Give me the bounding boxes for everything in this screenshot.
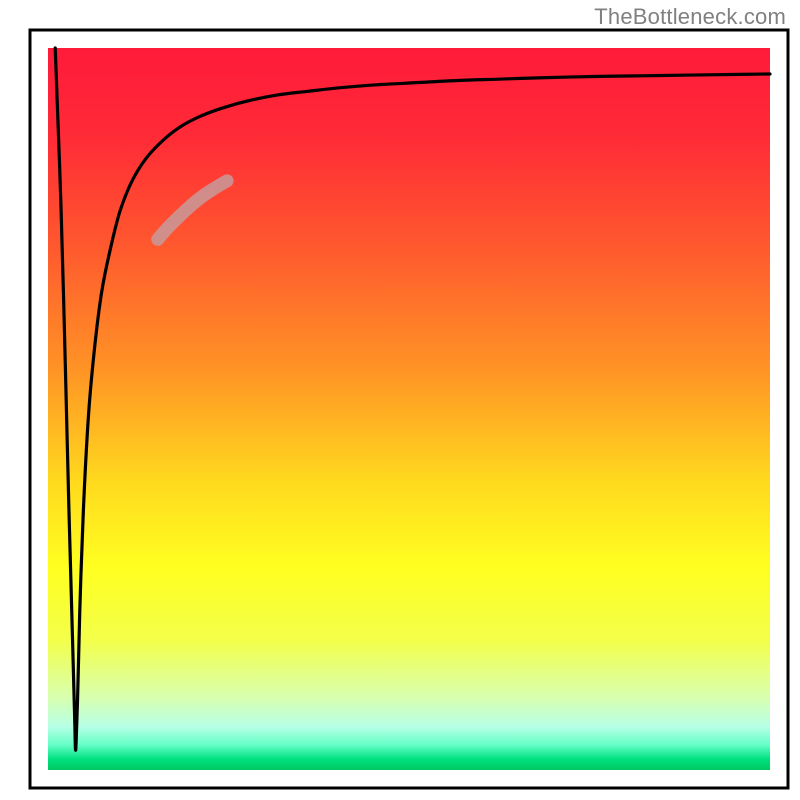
chart-svg: [0, 0, 800, 800]
watermark-text: TheBottleneck.com: [594, 4, 786, 30]
chart-stage: TheBottleneck.com: [0, 0, 800, 800]
